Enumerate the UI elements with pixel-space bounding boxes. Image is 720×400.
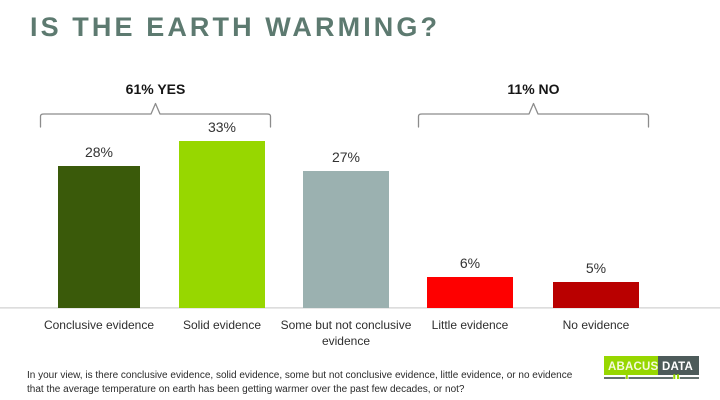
svg-text:DATA: DATA <box>662 361 693 373</box>
svg-text:ABACUS: ABACUS <box>608 361 659 373</box>
